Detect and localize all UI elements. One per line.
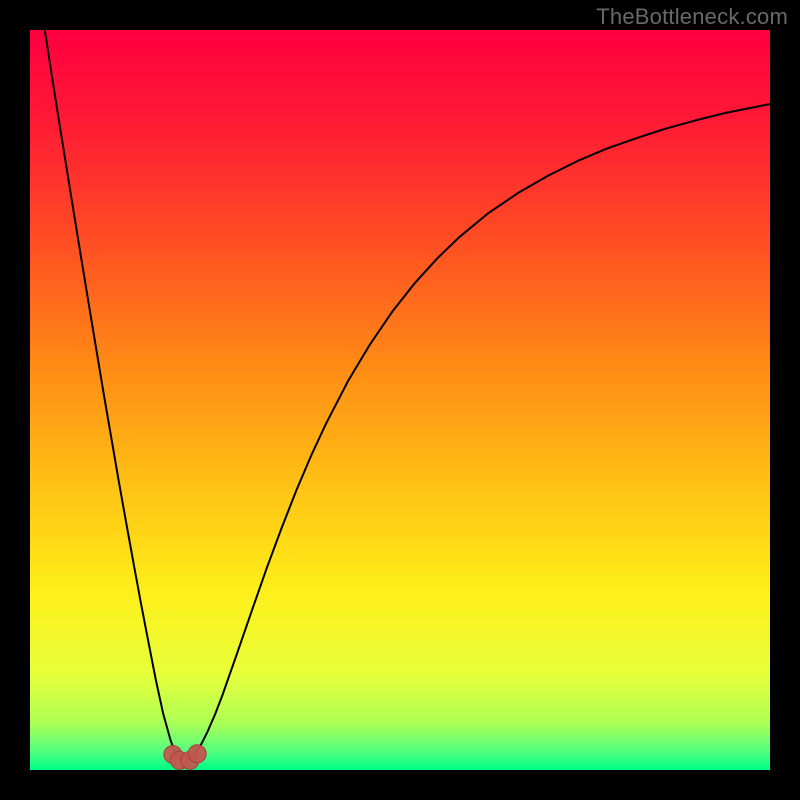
plot-area <box>30 30 770 770</box>
bottleneck-curve <box>45 30 770 760</box>
curve-overlay <box>30 30 770 770</box>
app-root: TheBottleneck.com <box>0 0 800 800</box>
curve-marker <box>188 745 206 763</box>
watermark-text: TheBottleneck.com <box>596 4 788 30</box>
